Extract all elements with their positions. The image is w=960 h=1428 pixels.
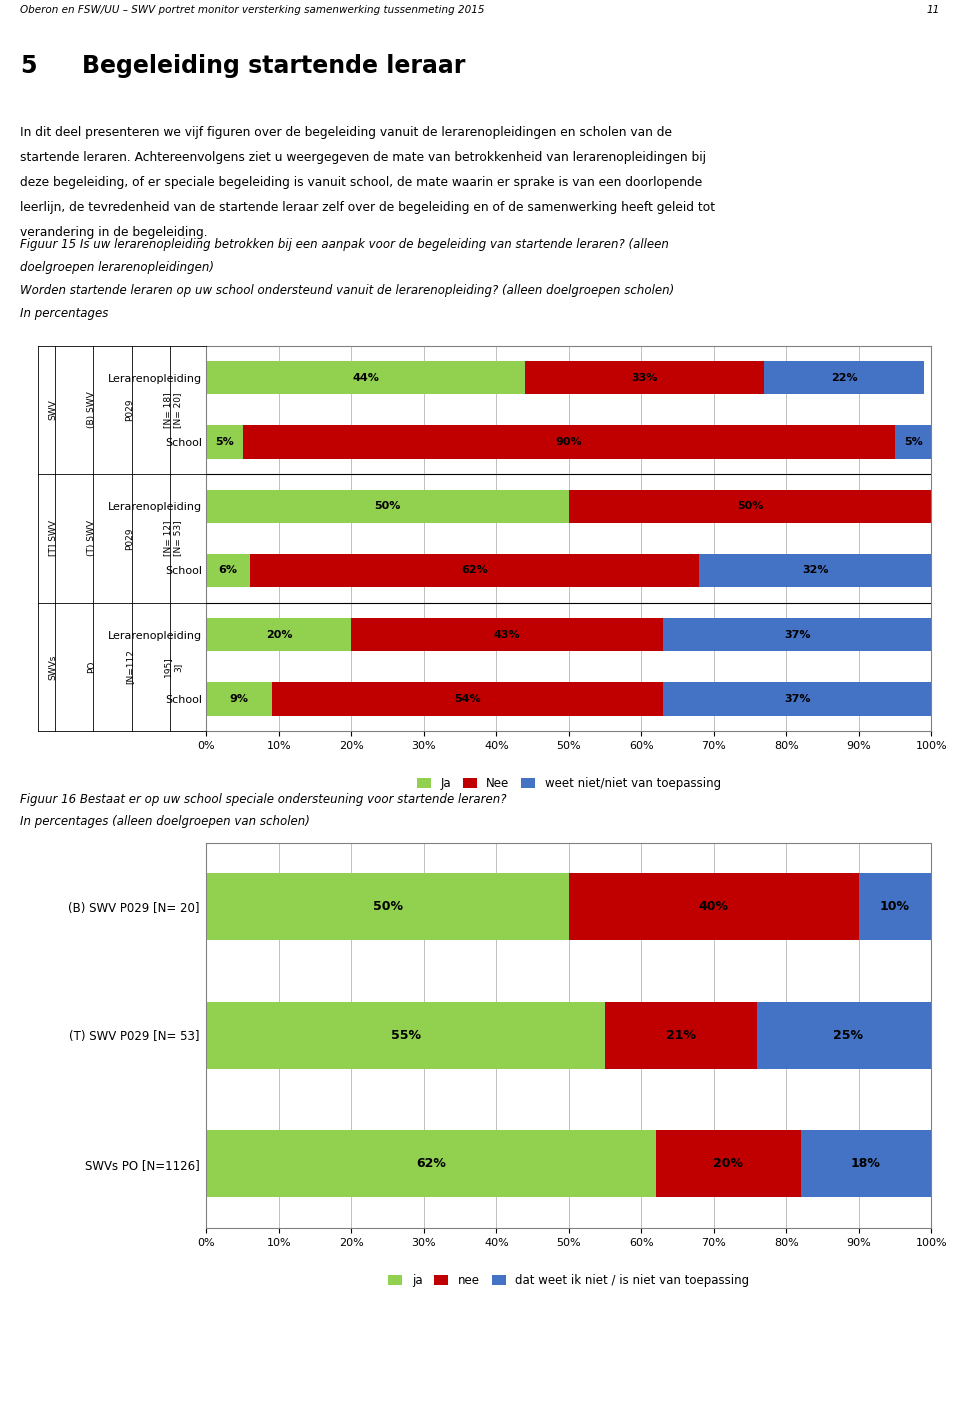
Text: 21%: 21% <box>666 1028 696 1042</box>
Text: 25%: 25% <box>833 1028 863 1042</box>
Text: 40%: 40% <box>699 900 729 914</box>
Text: In dit deel presenteren we vijf figuren over de begeleiding vanuit de lerarenopl: In dit deel presenteren we vijf figuren … <box>20 126 672 139</box>
Bar <box>272 683 663 715</box>
Text: startende leraren. Achtereenvolgens ziet u weergegeven de mate van betrokkenheid: startende leraren. Achtereenvolgens ziet… <box>20 151 707 164</box>
Text: 9%: 9% <box>229 694 249 704</box>
Text: 62%: 62% <box>461 565 488 575</box>
Text: 43%: 43% <box>493 630 520 640</box>
Text: Worden startende leraren op uw school ondersteund vanuit de lerarenopleiding? (a: Worden startende leraren op uw school on… <box>20 284 675 297</box>
Text: 37%: 37% <box>784 694 810 704</box>
Text: Begeleiding startende leraar: Begeleiding startende leraar <box>82 54 465 79</box>
Bar <box>764 361 924 394</box>
Text: 54%: 54% <box>454 694 481 704</box>
Text: 90%: 90% <box>556 437 582 447</box>
Text: leerlijn, de tevredenheid van de startende leraar zelf over de begeleiding en of: leerlijn, de tevredenheid van de starten… <box>20 200 715 214</box>
Text: 33%: 33% <box>632 373 659 383</box>
Legend: ja, nee, dat weet ik niet / is niet van toepassing: ja, nee, dat weet ik niet / is niet van … <box>383 1269 755 1291</box>
Text: 50%: 50% <box>737 501 763 511</box>
Bar <box>858 874 931 940</box>
Text: [T] SWV: [T] SWV <box>48 520 58 557</box>
Bar <box>656 1131 801 1197</box>
Text: Figuur 15 Is uw lerarenopleiding betrokken bij een aanpak voor de begeleiding va: Figuur 15 Is uw lerarenopleiding betrokk… <box>20 238 669 251</box>
Bar <box>605 1002 757 1068</box>
Text: Oberon en FSW/UU – SWV portret monitor versterking samenwerking tussenmeting 201: Oberon en FSW/UU – SWV portret monitor v… <box>20 4 485 16</box>
Text: 37%: 37% <box>784 630 810 640</box>
Bar <box>206 683 272 715</box>
Text: 18%: 18% <box>851 1157 881 1171</box>
Bar <box>801 1131 931 1197</box>
Text: SWV: SWV <box>48 400 58 420</box>
Text: 5: 5 <box>20 54 36 79</box>
Bar <box>206 490 568 523</box>
Text: 44%: 44% <box>352 373 379 383</box>
Bar <box>206 554 250 587</box>
Text: deze begeleiding, of er speciale begeleiding is vanuit school, de mate waarin er: deze begeleiding, of er speciale begelei… <box>20 176 703 188</box>
Bar <box>568 874 858 940</box>
Text: 32%: 32% <box>802 565 828 575</box>
Text: 195]
3]: 195] 3] <box>163 657 182 677</box>
Bar <box>895 426 931 458</box>
Bar <box>663 683 931 715</box>
Text: 20%: 20% <box>266 630 292 640</box>
Text: In percentages (alleen doelgroepen van scholen): In percentages (alleen doelgroepen van s… <box>20 815 310 828</box>
Text: (B) SWV: (B) SWV <box>86 391 96 428</box>
Bar <box>243 426 895 458</box>
Text: verandering in de begeleiding.: verandering in de begeleiding. <box>20 226 207 238</box>
Text: 55%: 55% <box>391 1028 420 1042</box>
Text: 50%: 50% <box>374 501 400 511</box>
Bar <box>351 618 663 651</box>
Bar <box>568 490 931 523</box>
Text: 20%: 20% <box>713 1157 743 1171</box>
Text: [N= 18]
[N= 20]: [N= 18] [N= 20] <box>163 393 182 427</box>
Bar <box>206 1131 656 1197</box>
Text: doelgroepen lerarenopleidingen): doelgroepen lerarenopleidingen) <box>20 261 214 274</box>
Text: 10%: 10% <box>880 900 910 914</box>
Bar <box>206 1002 605 1068</box>
Bar <box>206 874 568 940</box>
Text: 50%: 50% <box>372 900 402 914</box>
Text: 11: 11 <box>926 4 940 16</box>
Text: SWVs: SWVs <box>48 654 58 680</box>
Bar <box>250 554 699 587</box>
Bar <box>757 1002 939 1068</box>
Text: 6%: 6% <box>219 565 238 575</box>
Bar <box>206 426 243 458</box>
Bar <box>699 554 931 587</box>
Text: PO: PO <box>86 661 96 673</box>
Legend: Ja, Nee, weet niet/niet van toepassing: Ja, Nee, weet niet/niet van toepassing <box>412 773 726 794</box>
Text: [N=112: [N=112 <box>125 650 134 684</box>
Bar <box>206 618 351 651</box>
Text: P029: P029 <box>125 398 134 421</box>
Text: [N= 12]
[N= 53]: [N= 12] [N= 53] <box>163 521 182 555</box>
Text: 5%: 5% <box>215 437 234 447</box>
Text: 22%: 22% <box>831 373 857 383</box>
Bar <box>663 618 931 651</box>
Text: In percentages: In percentages <box>20 307 108 320</box>
Bar <box>206 361 525 394</box>
Text: 5%: 5% <box>903 437 923 447</box>
Bar <box>525 361 764 394</box>
Text: Figuur 16 Bestaat er op uw school speciale ondersteuning voor startende leraren?: Figuur 16 Bestaat er op uw school specia… <box>20 793 507 805</box>
Text: 62%: 62% <box>416 1157 446 1171</box>
Text: (T) SWV: (T) SWV <box>86 520 96 557</box>
Text: P029: P029 <box>125 527 134 550</box>
